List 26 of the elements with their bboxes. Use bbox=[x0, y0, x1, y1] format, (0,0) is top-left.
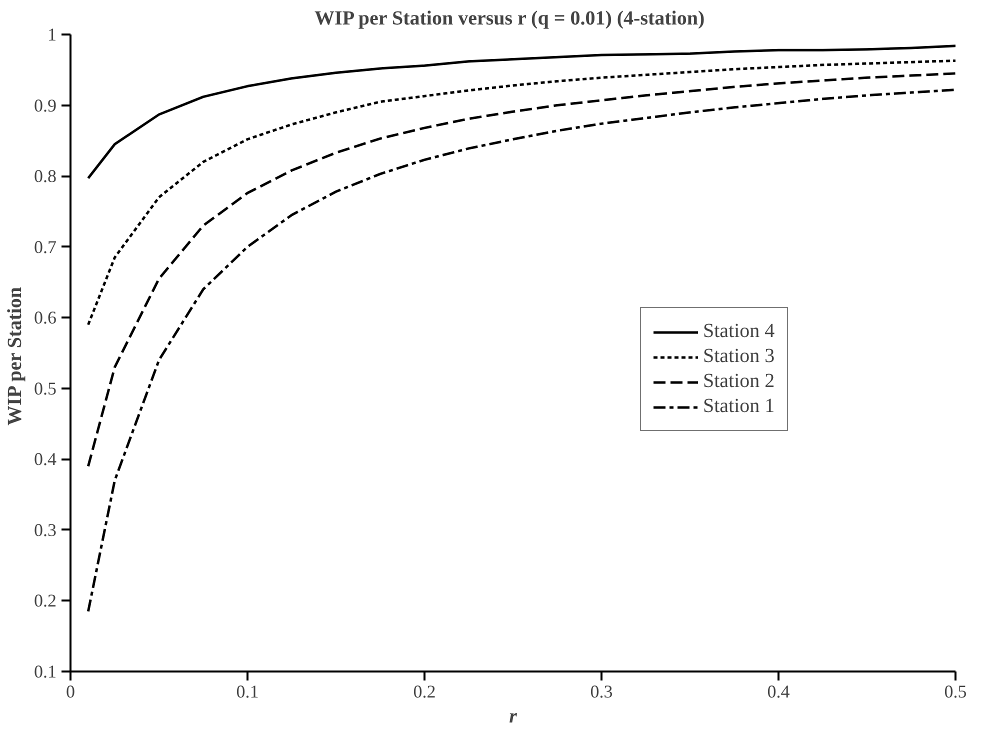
line-series bbox=[86, 44, 956, 180]
y-tick-label: 0.3 bbox=[34, 520, 56, 540]
y-tick-label: 0.2 bbox=[34, 590, 56, 611]
y-axis-title: WIP per Station bbox=[4, 286, 26, 426]
x-tick-label: 0.3 bbox=[590, 682, 613, 702]
x-tick-label: 0 bbox=[66, 682, 75, 702]
y-tick-label: 0.9 bbox=[34, 95, 56, 116]
y-tick-label: 0.4 bbox=[34, 449, 56, 470]
y-tick-label: 0.8 bbox=[34, 166, 56, 186]
legend-label: Station 3 bbox=[703, 345, 775, 368]
line-series bbox=[86, 72, 956, 468]
x-tick-label: 0.4 bbox=[767, 682, 790, 702]
y-tick-label: 1 bbox=[48, 24, 56, 44]
x-tick-label: 0.5 bbox=[944, 682, 967, 702]
x-tick-label: 0.2 bbox=[413, 682, 436, 702]
y-tick-label: 0.5 bbox=[34, 378, 56, 398]
legend-label: Station 4 bbox=[703, 320, 775, 343]
y-tick-label: 0.7 bbox=[34, 236, 56, 257]
y-tick-label: 0.1 bbox=[34, 662, 56, 682]
y-tick-label: 0.6 bbox=[34, 308, 56, 328]
x-axis-title: r bbox=[509, 706, 518, 728]
chart-title: WIP per Station versus r (q = 0.01) (4-station) bbox=[314, 8, 705, 30]
line-series bbox=[86, 88, 956, 613]
x-tick-label: 0.1 bbox=[236, 682, 259, 702]
legend-label: Station 1 bbox=[703, 395, 775, 418]
legend-label: Station 2 bbox=[703, 370, 775, 393]
